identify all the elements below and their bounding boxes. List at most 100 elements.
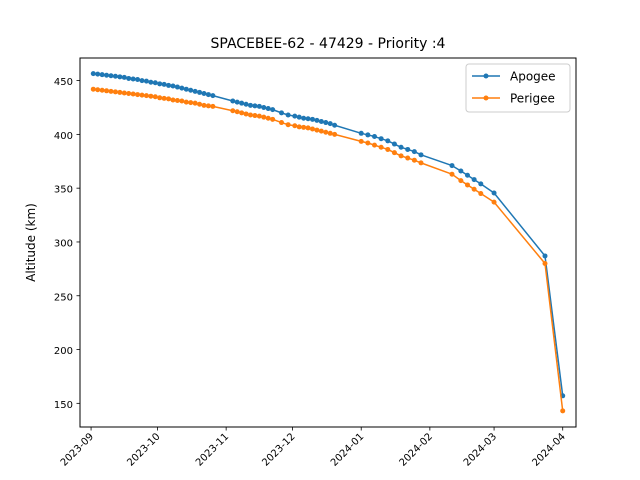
data-point-perigee bbox=[126, 91, 132, 96]
y-axis: 150 200 250 300 350 400 450 bbox=[54, 77, 80, 411]
data-point-perigee bbox=[239, 110, 245, 116]
data-point-apogee bbox=[197, 89, 203, 95]
data-point-apogee bbox=[318, 118, 324, 124]
data-point-apogee bbox=[148, 79, 154, 85]
data-point-perigee bbox=[478, 191, 484, 197]
data-point-perigee bbox=[152, 94, 158, 100]
data-point-perigee bbox=[197, 101, 203, 107]
data-point-apogee bbox=[285, 112, 291, 118]
data-point-apogee bbox=[332, 122, 338, 128]
data-point-apogee bbox=[314, 117, 320, 123]
data-point-perigee bbox=[121, 90, 127, 96]
data-point-apogee bbox=[405, 146, 411, 152]
data-point-perigee bbox=[332, 131, 338, 137]
data-point-apogee bbox=[130, 76, 136, 82]
data-point-apogee bbox=[183, 86, 189, 92]
data-point-perigee bbox=[560, 408, 566, 414]
data-point-perigee bbox=[265, 115, 271, 121]
data-point-apogee bbox=[112, 73, 118, 79]
data-point-apogee bbox=[161, 81, 167, 87]
data-point-apogee bbox=[478, 181, 484, 187]
data-point-perigee bbox=[261, 114, 267, 120]
data-point-apogee bbox=[248, 102, 253, 108]
plot-frame bbox=[79, 57, 577, 428]
data-point-apogee bbox=[108, 73, 114, 79]
data-point-perigee bbox=[314, 127, 320, 133]
data-point-perigee bbox=[385, 146, 391, 152]
data-point-perigee bbox=[378, 144, 384, 150]
data-point-perigee bbox=[318, 128, 324, 134]
data-point-apogee bbox=[121, 74, 127, 80]
data-point-perigee bbox=[139, 92, 145, 98]
chart-title: SPACEBEE-62 - 47429 - Priority :4 bbox=[211, 36, 446, 52]
data-point-apogee bbox=[542, 253, 548, 259]
data-point-perigee bbox=[170, 97, 176, 103]
data-point-apogee bbox=[243, 101, 249, 107]
data-point-perigee bbox=[398, 153, 404, 159]
y-tick-label: 300 bbox=[54, 238, 73, 249]
data-point-apogee bbox=[449, 163, 455, 169]
data-point-apogee bbox=[365, 132, 371, 138]
data-point-perigee bbox=[449, 171, 455, 177]
data-point-apogee bbox=[157, 81, 163, 87]
data-point-perigee bbox=[112, 89, 118, 95]
data-point-perigee bbox=[230, 108, 236, 114]
data-point-perigee bbox=[292, 123, 298, 129]
y-tick-label: 350 bbox=[54, 185, 73, 196]
data-point-apogee bbox=[261, 104, 267, 110]
data-point-perigee bbox=[157, 95, 163, 101]
data-point-perigee bbox=[117, 89, 123, 95]
data-point-apogee bbox=[411, 149, 417, 155]
data-point-apogee bbox=[95, 71, 101, 77]
data-point-perigee bbox=[465, 182, 470, 188]
data-point-perigee bbox=[252, 113, 258, 119]
data-point-apogee bbox=[239, 100, 245, 106]
legend-marker-perigee bbox=[483, 95, 489, 101]
data-point-perigee bbox=[188, 100, 194, 106]
data-point-perigee bbox=[130, 91, 136, 97]
data-point-apogee bbox=[372, 134, 377, 140]
data-point-perigee bbox=[248, 112, 253, 118]
data-point-apogee bbox=[296, 114, 302, 120]
y-tick-label: 150 bbox=[54, 400, 73, 411]
data-point-perigee bbox=[372, 142, 377, 148]
data-point-apogee bbox=[192, 88, 198, 94]
data-point-perigee bbox=[411, 157, 417, 163]
data-point-apogee bbox=[170, 83, 176, 89]
data-point-perigee bbox=[358, 138, 364, 144]
series-layer bbox=[90, 71, 566, 414]
data-point-perigee bbox=[279, 120, 284, 126]
data-point-perigee bbox=[183, 99, 189, 105]
data-point-perigee bbox=[542, 260, 548, 266]
data-point-perigee bbox=[285, 122, 291, 128]
data-point-apogee bbox=[117, 74, 123, 80]
data-point-perigee bbox=[301, 124, 307, 130]
y-tick-label: 400 bbox=[54, 131, 73, 142]
data-point-perigee bbox=[95, 87, 101, 93]
data-point-apogee bbox=[205, 92, 211, 98]
data-point-apogee bbox=[166, 82, 172, 88]
data-point-perigee bbox=[192, 100, 198, 106]
legend-label-apogee: Apogee bbox=[510, 70, 556, 84]
data-point-apogee bbox=[398, 144, 404, 150]
data-point-perigee bbox=[365, 140, 371, 146]
data-point-apogee bbox=[327, 121, 333, 127]
data-point-apogee bbox=[471, 177, 477, 183]
data-point-perigee bbox=[210, 103, 216, 109]
data-point-perigee bbox=[99, 87, 105, 93]
data-point-perigee bbox=[491, 199, 497, 205]
data-point-apogee bbox=[458, 168, 464, 174]
data-point-perigee bbox=[135, 92, 141, 98]
data-point-perigee bbox=[270, 116, 276, 122]
series-perigee bbox=[90, 86, 566, 414]
data-point-apogee bbox=[188, 87, 194, 93]
data-point-perigee bbox=[161, 95, 167, 101]
data-point-perigee bbox=[471, 186, 477, 192]
data-point-apogee bbox=[174, 84, 180, 90]
data-point-apogee bbox=[310, 116, 315, 122]
data-point-apogee bbox=[385, 138, 391, 144]
data-point-apogee bbox=[292, 113, 298, 119]
data-point-apogee bbox=[270, 107, 276, 113]
data-point-apogee bbox=[279, 110, 284, 116]
